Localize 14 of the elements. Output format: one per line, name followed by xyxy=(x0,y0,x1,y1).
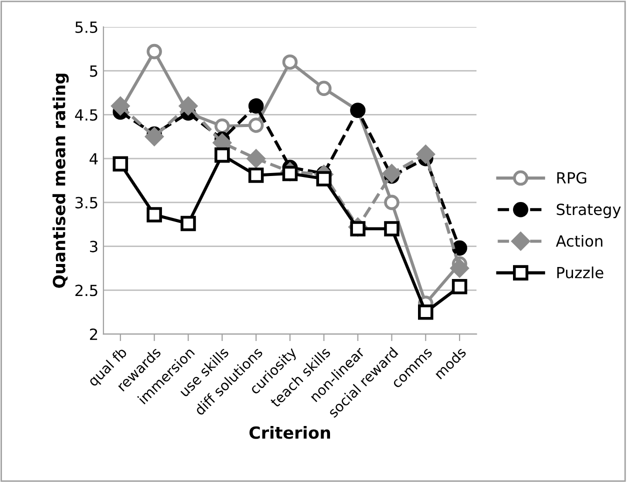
y-tick-label: 4.5 xyxy=(75,109,98,121)
y-tick-label: 5.5 xyxy=(75,22,98,34)
y-tick-label: 2.5 xyxy=(75,284,98,296)
legend-label: Action xyxy=(556,234,602,247)
y-tick-label: 4 xyxy=(90,153,98,164)
legend-label: RPG xyxy=(557,172,586,184)
y-tick-label: 2 xyxy=(90,328,98,340)
y-tick-label: 3 xyxy=(90,240,98,252)
legend-label: Puzzle xyxy=(557,266,604,278)
y-axis-title: Quantised mean rating xyxy=(52,74,69,288)
y-tick-label: 5 xyxy=(90,66,98,77)
legend-label: Strategy xyxy=(556,204,621,218)
x-axis-title: Criterion xyxy=(249,426,330,439)
y-tick-label: 3.5 xyxy=(75,196,98,208)
